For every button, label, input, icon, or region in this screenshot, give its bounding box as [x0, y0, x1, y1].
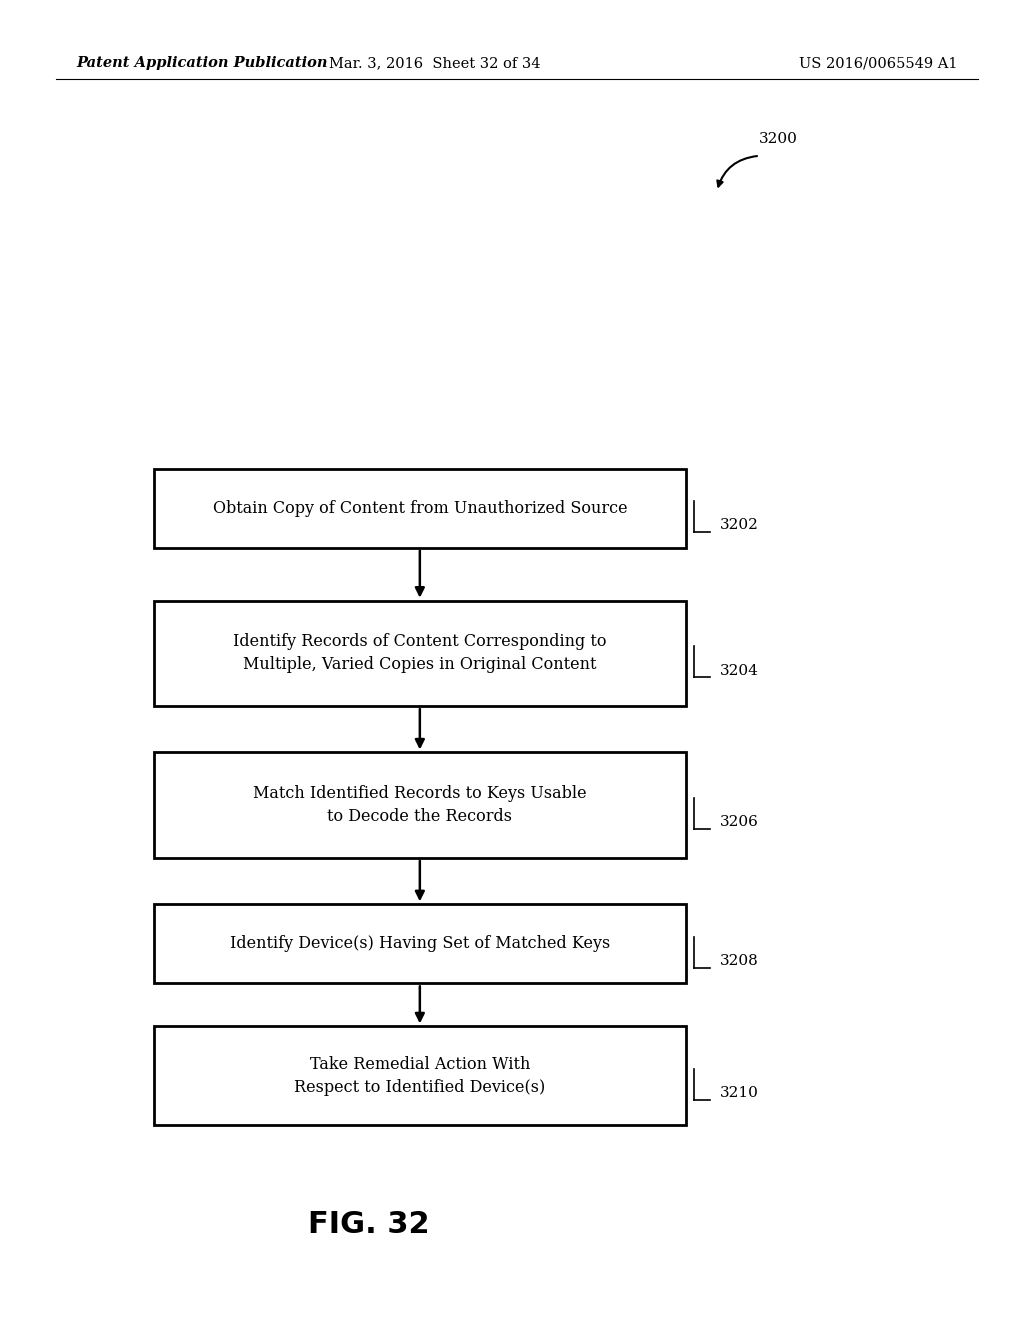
FancyArrowPatch shape [718, 156, 757, 186]
FancyBboxPatch shape [154, 1027, 686, 1125]
Text: US 2016/0065549 A1: US 2016/0065549 A1 [799, 57, 957, 70]
FancyBboxPatch shape [154, 601, 686, 706]
Text: 3208: 3208 [720, 954, 759, 968]
Text: Patent Application Publication: Patent Application Publication [77, 57, 329, 70]
Text: 3210: 3210 [720, 1086, 759, 1100]
Text: 3200: 3200 [759, 132, 798, 145]
Text: Take Remedial Action With
Respect to Identified Device(s): Take Remedial Action With Respect to Ide… [294, 1056, 546, 1096]
FancyBboxPatch shape [154, 469, 686, 548]
FancyBboxPatch shape [154, 904, 686, 983]
FancyBboxPatch shape [154, 752, 686, 858]
Text: Identify Records of Content Corresponding to
Multiple, Varied Copies in Original: Identify Records of Content Correspondin… [233, 634, 606, 673]
Text: 3206: 3206 [720, 816, 759, 829]
Text: Identify Device(s) Having Set of Matched Keys: Identify Device(s) Having Set of Matched… [229, 936, 610, 952]
Text: FIG. 32: FIG. 32 [308, 1210, 429, 1239]
Text: Obtain Copy of Content from Unauthorized Source: Obtain Copy of Content from Unauthorized… [213, 500, 627, 516]
Text: 3204: 3204 [720, 664, 759, 677]
Text: 3202: 3202 [720, 519, 759, 532]
Text: Mar. 3, 2016  Sheet 32 of 34: Mar. 3, 2016 Sheet 32 of 34 [330, 57, 541, 70]
Text: Match Identified Records to Keys Usable
to Decode the Records: Match Identified Records to Keys Usable … [253, 785, 587, 825]
